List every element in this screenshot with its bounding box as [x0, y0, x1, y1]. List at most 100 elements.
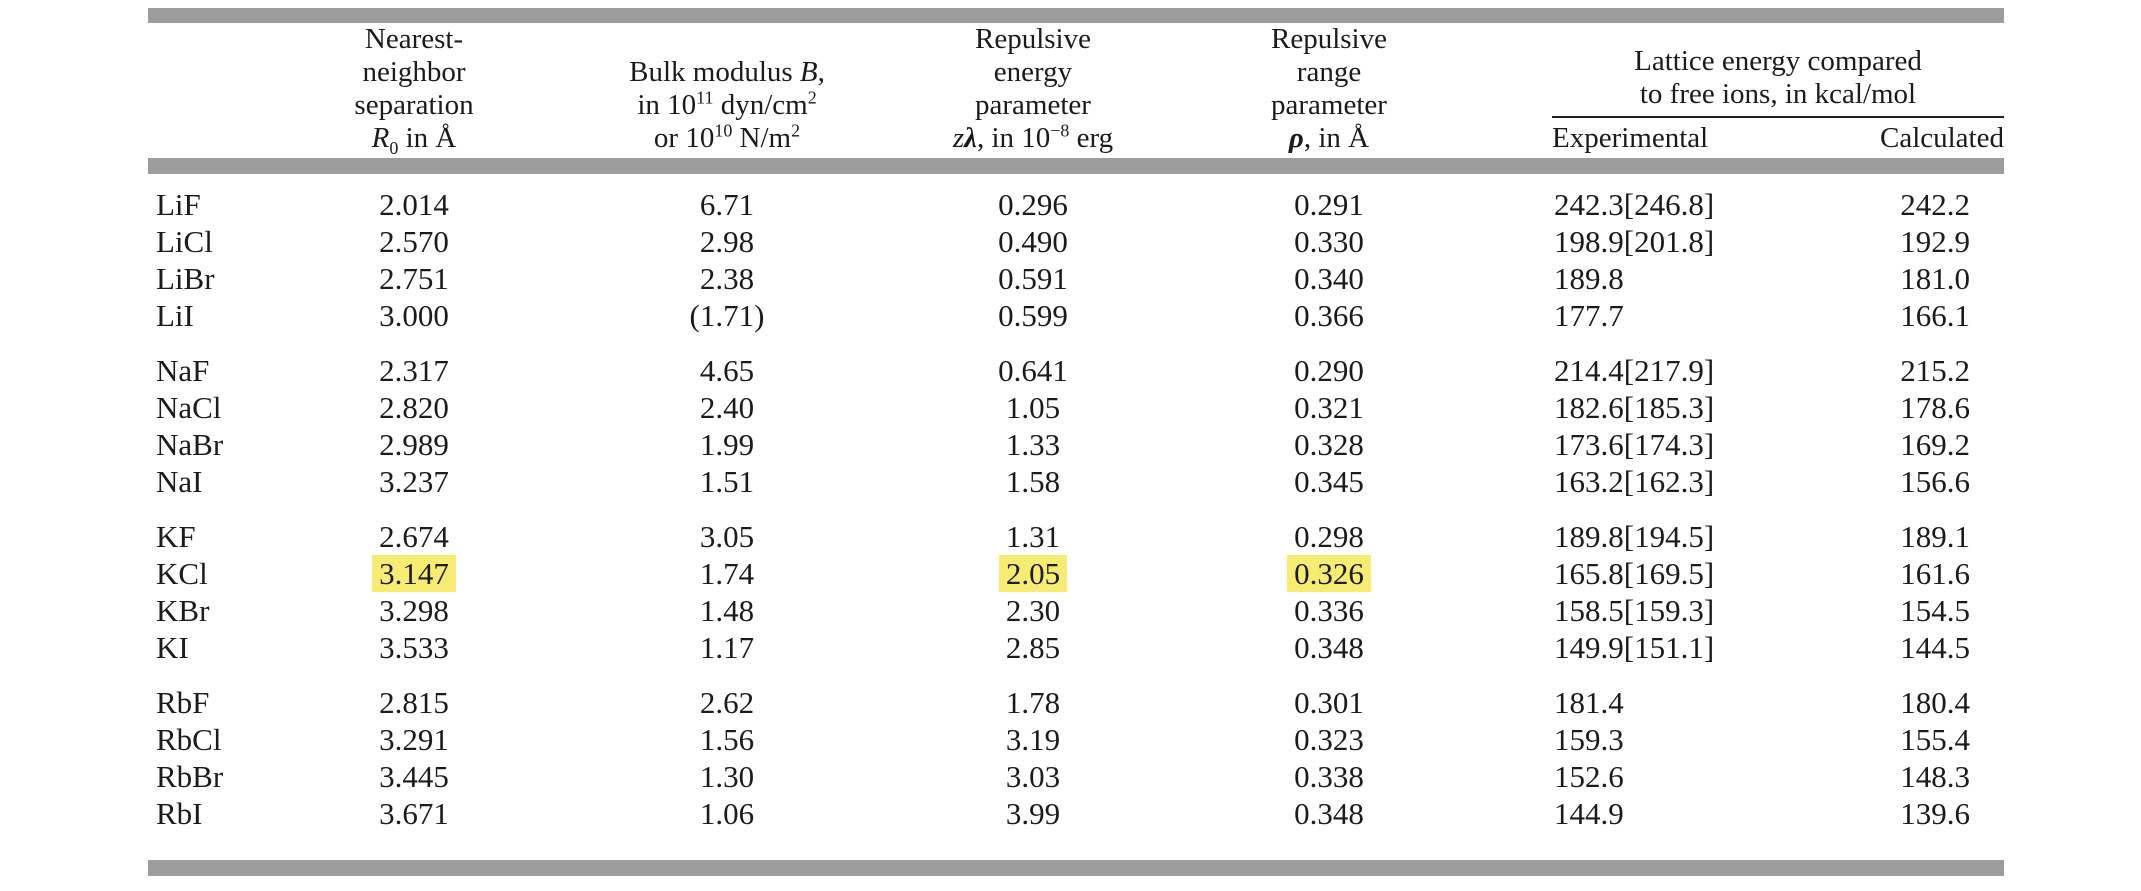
superscript: −8	[1050, 120, 1070, 141]
calculated-value: 139.6	[1900, 796, 1970, 831]
cell-repulsive-energy-parameter: 3.19	[934, 721, 1132, 758]
compound-name: LiI	[156, 298, 194, 333]
cell-lattice-energy-experimental: 189.8[194.5]	[1526, 518, 1808, 555]
cell-compound: LiCl	[148, 223, 308, 260]
cell-nearest-neighbor-separation: 3.291	[308, 721, 520, 758]
rho-value: 0.323	[1294, 722, 1364, 757]
compound-name: NaF	[156, 353, 210, 388]
cell-nearest-neighbor-separation: 3.445	[308, 758, 520, 795]
cell-compound: LiI	[148, 297, 308, 334]
symbol-B: B	[799, 56, 818, 88]
cell-bulk-modulus: 1.56	[520, 721, 934, 758]
rho-value: 0.328	[1294, 427, 1364, 462]
experimental-value: 165.8[169.5]	[1554, 556, 1715, 591]
header-line: Repulsive	[975, 23, 1091, 55]
cell-compound: NaCl	[148, 389, 308, 426]
cell-compound: RbCl	[148, 721, 308, 758]
experimental-value: 158.5[159.3]	[1554, 593, 1715, 628]
calculated-value: 180.4	[1900, 685, 1970, 720]
bulk-modulus-value: 3.05	[699, 519, 755, 554]
r0-value: 3.147	[372, 555, 456, 592]
rho-value: 0.348	[1294, 796, 1364, 831]
bulk-modulus-value: 1.30	[699, 759, 755, 794]
superscript: 2	[807, 87, 817, 108]
cell-compound: LiF	[148, 186, 308, 223]
cell-bulk-modulus: 1.06	[520, 795, 934, 832]
cell-lattice-energy-calculated: 215.2	[1808, 352, 2004, 389]
cell-lattice-energy-experimental: 165.8[169.5]	[1526, 555, 1808, 592]
cell-lattice-energy-experimental: 242.3[246.8]	[1526, 186, 1808, 223]
calculated-value: 148.3	[1900, 759, 1970, 794]
table-body: LiF 2.014 6.71 0.296 0.291 242.3[246.8] …	[148, 174, 2004, 860]
cell-bulk-modulus: 2.38	[520, 260, 934, 297]
cell-nearest-neighbor-separation: 3.298	[308, 592, 520, 629]
row-group: KF 2.674 3.05 1.31 0.298 189.8[194.5] 18…	[148, 518, 2004, 666]
table-row: NaBr 2.989 1.99 1.33 0.328 173.6[174.3] …	[148, 426, 2004, 463]
rho-value: 0.338	[1294, 759, 1364, 794]
cell-bulk-modulus: 3.05	[520, 518, 934, 555]
cell-repulsive-energy-parameter: 1.58	[934, 463, 1132, 500]
header-line: Nearest-	[364, 23, 464, 55]
lattice-energy-title: Lattice energy compared to free ions, in…	[1552, 45, 2004, 111]
r0-value: 2.815	[379, 685, 449, 720]
compound-name: RbCl	[156, 722, 222, 757]
cell-repulsive-energy-parameter: 1.05	[934, 389, 1132, 426]
header-repulsive-range-parameter: Repulsive range parameter ρ, in Å	[1132, 23, 1526, 155]
header-text: ,	[817, 56, 825, 88]
rho-value: 0.321	[1294, 390, 1364, 425]
r0-value: 3.291	[379, 722, 449, 757]
cell-lattice-energy-calculated: 139.6	[1808, 795, 2004, 832]
row-group: NaF 2.317 4.65 0.641 0.290 214.4[217.9] …	[148, 352, 2004, 500]
cell-lattice-energy-experimental: 144.9	[1526, 795, 1808, 832]
header-line: to free ions, in kcal/mol	[1639, 78, 1917, 110]
cell-lattice-energy-calculated: 242.2	[1808, 186, 2004, 223]
cell-nearest-neighbor-separation: 2.820	[308, 389, 520, 426]
cell-lattice-energy-calculated: 148.3	[1808, 758, 2004, 795]
compound-name: KF	[156, 519, 196, 554]
zlambda-value: 1.31	[1005, 519, 1061, 554]
rho-value: 0.340	[1294, 261, 1364, 296]
experimental-value: 152.6	[1554, 759, 1624, 794]
cell-repulsive-energy-parameter: 0.591	[934, 260, 1132, 297]
calculated-value: 161.6	[1900, 556, 1970, 591]
cell-compound: NaBr	[148, 426, 308, 463]
header-line: energy	[993, 56, 1073, 88]
r0-value: 2.570	[379, 224, 449, 259]
cell-lattice-energy-experimental: 163.2[162.3]	[1526, 463, 1808, 500]
table-row: KF 2.674 3.05 1.31 0.298 189.8[194.5] 18…	[148, 518, 2004, 555]
cell-repulsive-range-parameter: 0.338	[1132, 758, 1526, 795]
table-row: NaCl 2.820 2.40 1.05 0.321 182.6[185.3] …	[148, 389, 2004, 426]
experimental-value: 198.9[201.8]	[1554, 224, 1715, 259]
experimental-value: 149.9[151.1]	[1554, 630, 1715, 665]
header-calculated: Calculated	[1879, 122, 2004, 154]
calculated-value: 154.5	[1900, 593, 1970, 628]
superscript: 10	[714, 120, 733, 141]
cell-nearest-neighbor-separation: 2.674	[308, 518, 520, 555]
cell-compound: LiBr	[148, 260, 308, 297]
cell-repulsive-range-parameter: 0.321	[1132, 389, 1526, 426]
compound-name: KBr	[156, 593, 210, 628]
cell-repulsive-energy-parameter: 0.641	[934, 352, 1132, 389]
unit-text: , in 10	[976, 122, 1051, 154]
r0-value: 3.671	[379, 796, 449, 831]
cell-bulk-modulus: 1.99	[520, 426, 934, 463]
r0-value: 3.445	[379, 759, 449, 794]
experimental-value: 189.8[194.5]	[1554, 519, 1715, 554]
cell-repulsive-range-parameter: 0.290	[1132, 352, 1526, 389]
rho-value: 0.301	[1294, 685, 1364, 720]
cell-repulsive-energy-parameter: 2.85	[934, 629, 1132, 666]
symbol-R: R	[371, 122, 390, 154]
zlambda-value: 1.05	[1005, 390, 1061, 425]
cell-nearest-neighbor-separation: 3.147	[308, 555, 520, 592]
bulk-modulus-value: 1.74	[699, 556, 755, 591]
table-bottom-rule	[148, 860, 2004, 876]
header-line: zλ, in 10−8 erg	[934, 120, 1132, 155]
cell-lattice-energy-calculated: 154.5	[1808, 592, 2004, 629]
cell-repulsive-range-parameter: 0.336	[1132, 592, 1526, 629]
bulk-modulus-value: 2.98	[699, 224, 755, 259]
unit-text: , in Å	[1303, 122, 1370, 154]
header-repulsive-energy-parameter: Repulsive energy parameter zλ, in 10−8 e…	[934, 23, 1132, 155]
cell-lattice-energy-calculated: 144.5	[1808, 629, 2004, 666]
superscript: 11	[696, 87, 714, 108]
cell-nearest-neighbor-separation: 3.671	[308, 795, 520, 832]
